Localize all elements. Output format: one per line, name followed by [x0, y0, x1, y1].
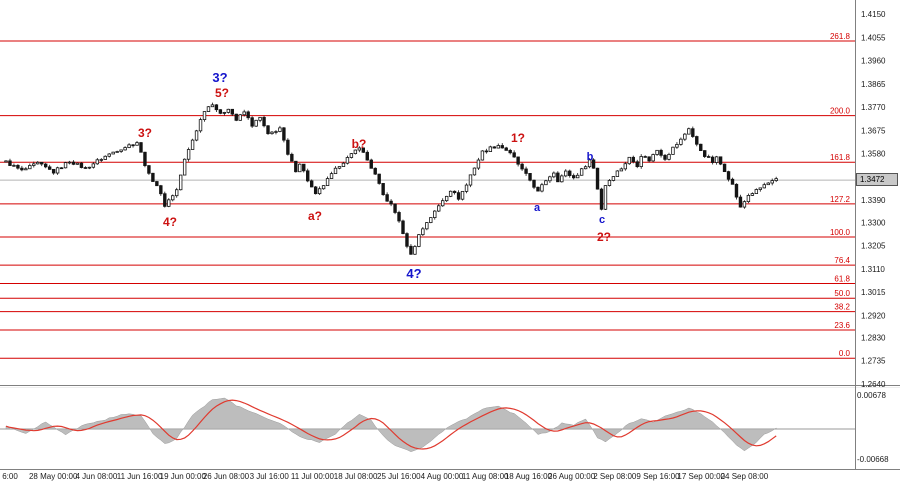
price-tick: 1.4150	[861, 10, 886, 19]
price-tick: 1.3580	[861, 150, 886, 159]
price-tick: 1.2735	[861, 357, 886, 366]
fib-label: 76.4	[834, 256, 850, 265]
fib-label: 23.6	[834, 321, 850, 330]
time-tick: 25 Jul 16:00	[377, 472, 421, 481]
time-tick: 3 Jul 16:00	[250, 472, 290, 481]
wave-label: 3?	[138, 126, 152, 140]
wave-label: b	[587, 151, 594, 163]
fib-label: 0.0	[839, 349, 851, 358]
time-tick: 24 Sep 08:00	[721, 472, 769, 481]
wave-label: 5?	[215, 86, 229, 100]
price-tick: 1.3205	[861, 242, 886, 251]
price-tick: 1.3300	[861, 218, 886, 227]
wave-label: 4?	[163, 215, 177, 229]
time-tick: 17 Sep 00:00	[677, 472, 725, 481]
price-axis[interactable]: 1.4150 1.4055 1.3960 1.3865 1.3770 1.3675 1.35…	[861, 10, 886, 389]
wave-label: a?	[308, 209, 322, 223]
price-tick: 1.3110	[861, 265, 885, 274]
price-tick: 1.3865	[861, 80, 886, 89]
wave-label: a	[534, 202, 541, 214]
wave-label: 4?	[406, 266, 421, 281]
fib-levels: 261.8 200.0 161.8 127.2 100.0 76.4 61.8 50.0 38.…	[0, 32, 855, 359]
price-tick: 1.2920	[861, 311, 886, 320]
price-tick: 1.4055	[861, 33, 886, 42]
current-price-label: 1.3472	[856, 173, 898, 186]
time-tick: 26 Jun 08:00	[203, 472, 250, 481]
oscillator-min-label: -0.00668	[857, 455, 889, 464]
price-tick: 1.2830	[861, 333, 886, 342]
wave-label: 2?	[597, 230, 611, 244]
time-tick: 9 Sep 16:00	[636, 472, 680, 481]
price-tick: 1.3960	[861, 57, 886, 66]
wave-label: 1?	[511, 131, 525, 145]
time-tick: 11 Jul 00:00	[291, 472, 335, 481]
oscillator-panel	[0, 397, 855, 452]
time-tick: 18 Jul 08:00	[334, 472, 378, 481]
price-tick: 1.3015	[861, 288, 886, 297]
wave-label: c	[599, 214, 605, 226]
price-tick: 1.3770	[861, 103, 886, 112]
time-tick: 4 Jun 08:00	[75, 472, 117, 481]
oscillator-max-label: 0.00678	[857, 391, 886, 400]
price-tick: 1.3675	[861, 126, 886, 135]
fib-label: 161.8	[830, 153, 851, 162]
time-axis[interactable]: 6:00 28 May 00:004 Jun 08:00 11 Jun 16:001…	[2, 472, 769, 481]
fib-label: 200.0	[830, 107, 851, 116]
oscillator-area	[5, 397, 777, 452]
wave-label: b?	[352, 137, 367, 151]
candlesticks	[4, 102, 778, 255]
price-tick: 1.2640	[861, 380, 886, 389]
fib-label: 100.0	[830, 228, 851, 237]
fib-label: 261.8	[830, 32, 851, 41]
price-tick: 1.3390	[861, 196, 886, 205]
fib-label: 38.2	[834, 303, 850, 312]
time-tick: 18 Aug 16:00	[505, 472, 553, 481]
time-tick: 11 Aug 08:00	[462, 472, 509, 481]
panel-frame	[0, 0, 900, 470]
time-tick: 28 May 00:00	[29, 472, 78, 481]
time-tick: 6:00	[2, 472, 18, 481]
fib-label: 127.2	[830, 195, 851, 204]
time-tick: 4 Aug 00:00	[421, 472, 464, 481]
time-tick: 26 Aug 00:00	[548, 472, 596, 481]
fib-label: 50.0	[834, 289, 850, 298]
time-tick: 2 Sep 08:00	[593, 472, 637, 481]
wave-label: 3?	[212, 70, 227, 85]
oscillator-signal-line	[5, 399, 777, 450]
time-tick: 19 Jun 00:00	[160, 472, 207, 481]
fib-label: 61.8	[834, 275, 850, 284]
time-tick: 11 Jun 16:00	[117, 472, 163, 481]
